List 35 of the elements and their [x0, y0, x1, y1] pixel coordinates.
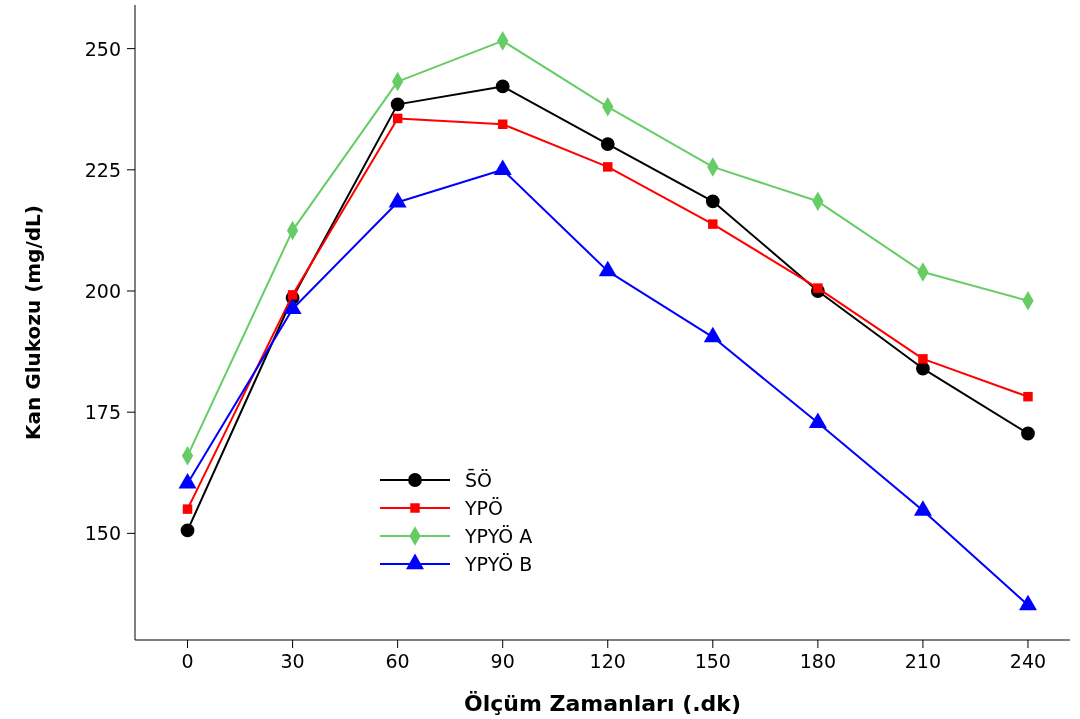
- point: [600, 137, 615, 152]
- x-axis-title: Ölçüm Zamanları (.dk): [463, 691, 742, 716]
- y-tick-label: 150: [84, 522, 121, 545]
- point: [497, 119, 508, 129]
- point: [1023, 391, 1033, 402]
- legend-label: S̄Ö: [465, 467, 493, 491]
- legend-label: YPÖ: [464, 497, 504, 519]
- y-tick-label: 175: [84, 401, 121, 424]
- x-tick-label: 30: [280, 650, 305, 672]
- point: [708, 219, 718, 229]
- x-tick-label: 60: [385, 650, 410, 672]
- x-tick-label: 150: [694, 650, 731, 672]
- point: [287, 290, 298, 300]
- point: [392, 113, 403, 124]
- x-tick-label: 120: [589, 650, 626, 672]
- y-tick-label: 225: [84, 158, 121, 181]
- legend-label: YPYÖ A: [464, 525, 533, 547]
- legend-label: YPYÖ B: [464, 553, 533, 575]
- x-tick-label: 240: [1009, 650, 1047, 672]
- x-tick-label: 0: [181, 650, 194, 672]
- y-tick-label: 250: [84, 37, 121, 60]
- point: [1021, 426, 1035, 441]
- point: [603, 162, 613, 172]
- point: [390, 97, 405, 112]
- point: [180, 523, 195, 538]
- y-axis-title: Kan Glukozu (mg/dL): [21, 205, 45, 440]
- point: [813, 283, 823, 293]
- point: [495, 79, 510, 94]
- point: [918, 354, 928, 364]
- y-tick-label: 200: [84, 279, 121, 302]
- x-tick-label: 210: [904, 650, 942, 672]
- point: [182, 504, 193, 514]
- point: [705, 194, 720, 209]
- x-tick-label: 90: [490, 650, 515, 672]
- x-tick-label: 180: [799, 650, 836, 672]
